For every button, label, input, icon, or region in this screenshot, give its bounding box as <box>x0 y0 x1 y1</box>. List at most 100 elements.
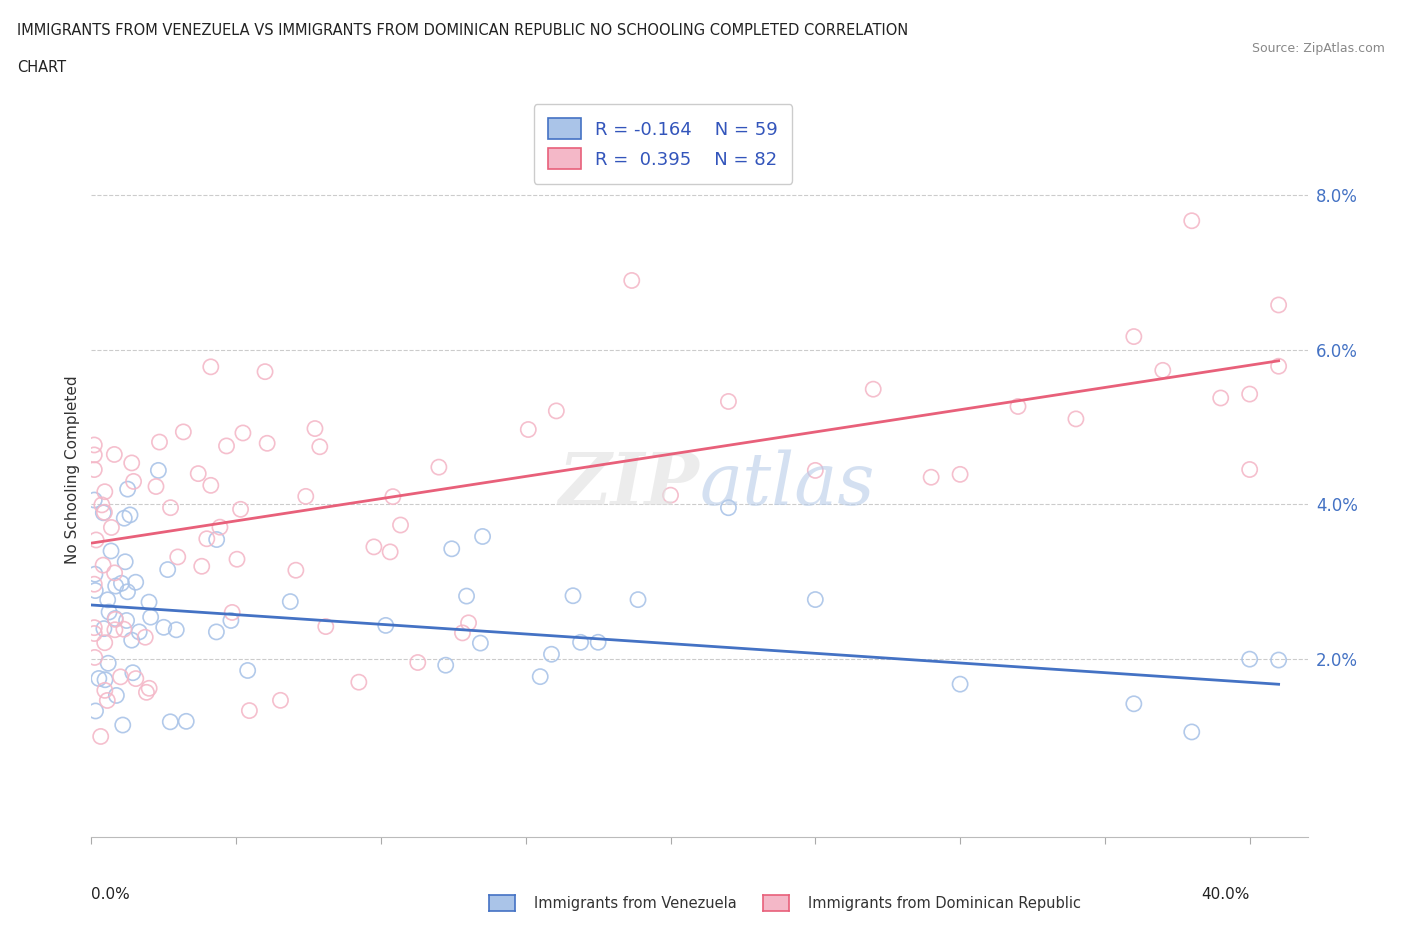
Point <box>659 487 682 502</box>
Point <box>804 592 827 607</box>
Point <box>1239 387 1261 402</box>
Point <box>93 635 115 650</box>
Point <box>1122 329 1144 344</box>
Point <box>83 437 105 452</box>
Point <box>219 613 242 628</box>
Point <box>94 672 117 687</box>
Point <box>254 365 277 379</box>
Point <box>145 479 167 494</box>
Point <box>471 529 494 544</box>
Point <box>110 670 132 684</box>
Point <box>304 421 326 436</box>
Point <box>457 616 479 631</box>
Point <box>83 620 105 635</box>
Point <box>1209 391 1232 405</box>
Point <box>96 693 118 708</box>
Point <box>91 505 114 520</box>
Point <box>517 422 540 437</box>
Text: IMMIGRANTS FROM VENEZUELA VS IMMIGRANTS FROM DOMINICAN REPUBLIC NO SCHOOLING COM: IMMIGRANTS FROM VENEZUELA VS IMMIGRANTS … <box>17 23 908 38</box>
Point <box>1267 653 1289 668</box>
Point <box>347 675 370 690</box>
Point <box>949 677 972 692</box>
Point <box>103 447 125 462</box>
Point <box>117 584 139 599</box>
Point <box>83 626 105 641</box>
Point <box>381 489 404 504</box>
Point <box>98 604 121 619</box>
Point <box>111 718 134 733</box>
Point <box>94 683 117 698</box>
Point <box>221 605 243 620</box>
Legend: R = -0.164    N = 59, R =  0.395    N = 82: R = -0.164 N = 59, R = 0.395 N = 82 <box>534 104 793 183</box>
Point <box>148 434 170 449</box>
Point <box>540 646 562 661</box>
Point <box>104 612 127 627</box>
Point <box>1181 213 1204 228</box>
Point <box>159 500 181 515</box>
Point <box>315 619 337 634</box>
Point <box>148 463 170 478</box>
Point <box>87 671 110 686</box>
Point <box>105 688 128 703</box>
Point <box>84 533 107 548</box>
Point <box>121 632 143 647</box>
Point <box>269 693 291 708</box>
Point <box>236 663 259 678</box>
Point <box>91 558 114 573</box>
Point <box>546 404 568 418</box>
Point <box>104 611 127 626</box>
Point <box>308 439 330 454</box>
Point <box>451 626 474 641</box>
Point <box>278 594 301 609</box>
Point <box>174 714 197 729</box>
Text: Source: ZipAtlas.com: Source: ZipAtlas.com <box>1251 42 1385 55</box>
Point <box>112 511 135 525</box>
Point <box>104 565 127 580</box>
Point <box>138 594 160 609</box>
Point <box>156 562 179 577</box>
Point <box>1267 298 1289 312</box>
Point <box>804 463 827 478</box>
Point <box>294 489 316 504</box>
Point <box>128 624 150 639</box>
Text: CHART: CHART <box>17 60 66 75</box>
Point <box>166 550 188 565</box>
Point <box>920 470 942 485</box>
Point <box>378 544 401 559</box>
Point <box>208 520 231 535</box>
Point <box>1007 399 1029 414</box>
Point <box>125 575 148 590</box>
Point <box>862 381 884 396</box>
Point <box>104 578 127 593</box>
Point <box>118 508 141 523</box>
Point <box>1122 697 1144 711</box>
Point <box>1064 411 1087 426</box>
Text: 0.0%: 0.0% <box>91 887 131 902</box>
Point <box>440 541 463 556</box>
Point <box>152 620 174 635</box>
Point <box>284 563 307 578</box>
Point <box>200 359 222 374</box>
Point <box>172 424 194 439</box>
Point <box>114 554 136 569</box>
Point <box>427 459 450 474</box>
Point <box>1267 359 1289 374</box>
Point <box>97 592 120 607</box>
Point <box>232 426 254 441</box>
Point <box>215 438 238 453</box>
Text: 40.0%: 40.0% <box>1201 887 1250 902</box>
Point <box>100 543 122 558</box>
Point <box>83 462 105 477</box>
Point <box>134 630 156 644</box>
Point <box>100 520 122 535</box>
Point <box>84 583 107 598</box>
Point <box>569 635 592 650</box>
Point <box>84 566 107 581</box>
Point <box>83 493 105 508</box>
Point <box>620 273 643 288</box>
Text: atlas: atlas <box>699 449 875 520</box>
Point <box>190 559 212 574</box>
Text: Immigrants from Venezuela: Immigrants from Venezuela <box>534 897 737 911</box>
Point <box>93 505 115 520</box>
Point <box>226 551 249 566</box>
